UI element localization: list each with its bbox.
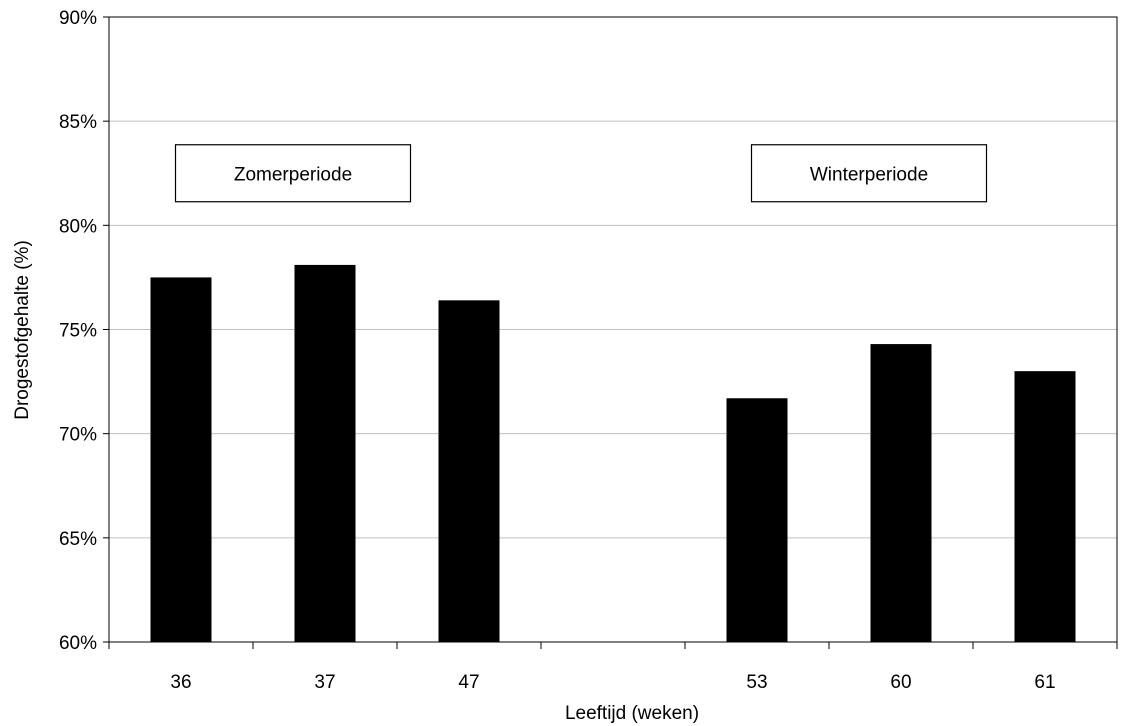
y-tick-label: 90% [59, 8, 97, 29]
annotation-label: Zomerperiode [234, 164, 352, 185]
bar-53 [726, 398, 788, 642]
annotation-label: Winterperiode [810, 164, 928, 185]
y-tick-label: 65% [59, 529, 97, 550]
x-tick-label: 47 [458, 672, 479, 693]
y-tick-label: 60% [59, 633, 97, 654]
y-tick-labels: 60% 65% 70% 75% 80% 85% 90% [59, 8, 97, 654]
y-axis-title: Drogestofgehalte (%) [12, 240, 33, 420]
x-tick-label: 37 [314, 672, 335, 693]
x-axis-title: Leeftijd (weken) [565, 703, 699, 724]
y-tick-label: 85% [59, 112, 97, 133]
x-tick-label: 53 [746, 672, 767, 693]
annotations: Zomerperiode Winterperiode [174, 144, 988, 203]
bar-37 [294, 264, 356, 642]
x-tick-label: 61 [1034, 672, 1055, 693]
y-tick-label: 75% [59, 321, 97, 342]
y-tick-label: 70% [59, 425, 97, 446]
annotation-box [174, 144, 412, 203]
annotation-box [750, 144, 988, 203]
x-tick-label: 60 [890, 672, 911, 693]
bar-61 [1014, 371, 1076, 642]
axes [103, 16, 1118, 649]
bars [150, 264, 1076, 642]
bar-36 [150, 277, 212, 642]
bar-47 [438, 300, 500, 642]
gridlines [109, 120, 1117, 539]
bar-60 [870, 344, 932, 642]
x-tick-labels: 36 37 47 53 60 61 [170, 672, 1055, 693]
x-tick-label: 36 [170, 672, 191, 693]
y-tick-label: 80% [59, 216, 97, 237]
